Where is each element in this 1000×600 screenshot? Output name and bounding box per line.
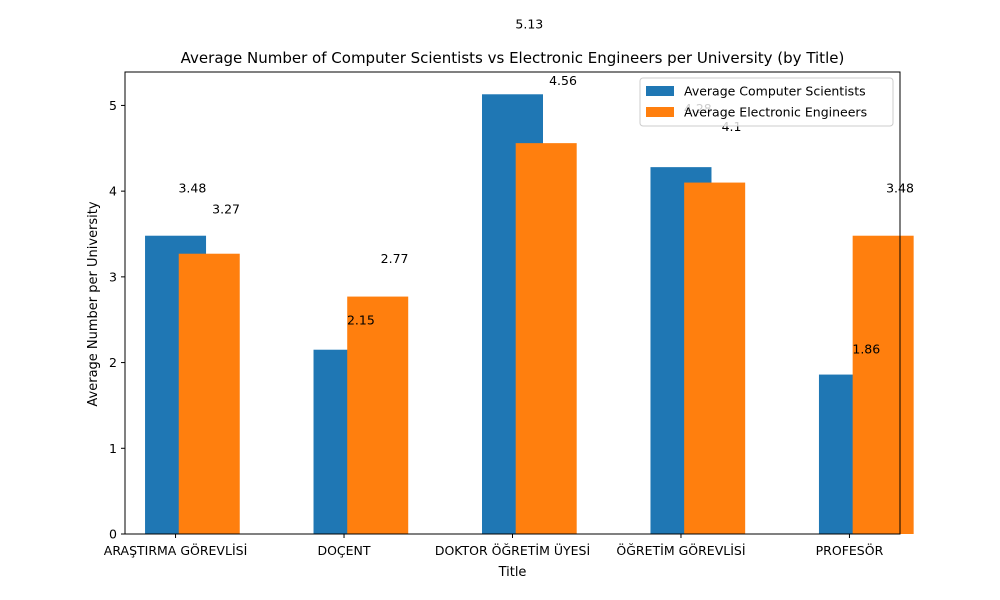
- y-axis-label: Average Number per University: [86, 201, 101, 406]
- bar-electronic-engineers: [515, 143, 577, 534]
- y-tick-label: 2: [109, 355, 117, 370]
- chart-title: Average Number of Computer Scientists vs…: [181, 49, 845, 67]
- bar-electronic-engineers: [178, 253, 240, 534]
- data-label: 2.77: [381, 251, 409, 266]
- plot-area: 0123453.482.155.134.281.863.272.774.564.…: [104, 16, 914, 558]
- data-label: 5.13: [515, 16, 543, 31]
- legend-swatch: [646, 86, 674, 96]
- x-tick-label: DOKTOR ÖĞRETİM ÜYESİ: [435, 542, 590, 558]
- x-tick-label: ARAŞTIRMA GÖREVLİSİ: [104, 542, 247, 558]
- x-tick-label: DOÇENT: [317, 543, 370, 558]
- y-tick-label: 3: [109, 269, 117, 284]
- data-label: 1.86: [852, 342, 880, 357]
- data-label: 4.56: [549, 73, 577, 88]
- bar-electronic-engineers: [684, 182, 746, 535]
- x-tick-label: PROFESÖR: [816, 542, 884, 558]
- x-tick-label: ÖĞRETİM GÖREVLİSİ: [616, 542, 745, 558]
- bar-electronic-engineers: [347, 296, 409, 534]
- data-label: 3.27: [212, 201, 240, 216]
- data-label: 2.15: [347, 313, 375, 328]
- y-tick-label: 1: [109, 441, 117, 456]
- legend-swatch: [646, 107, 674, 117]
- legend-label: Average Electronic Engineers: [684, 105, 867, 120]
- y-tick-label: 0: [109, 527, 117, 542]
- legend-box: [639, 77, 894, 127]
- legend-label: Average Computer Scientists: [684, 84, 866, 99]
- data-label: 3.48: [178, 180, 206, 195]
- x-axis-label: Title: [498, 565, 527, 580]
- y-tick-label: 4: [109, 184, 117, 199]
- legend: Average Computer Scientists Average Elect…: [639, 77, 894, 127]
- bar-electronic-engineers: [852, 235, 914, 534]
- y-tick-label: 5: [109, 98, 117, 113]
